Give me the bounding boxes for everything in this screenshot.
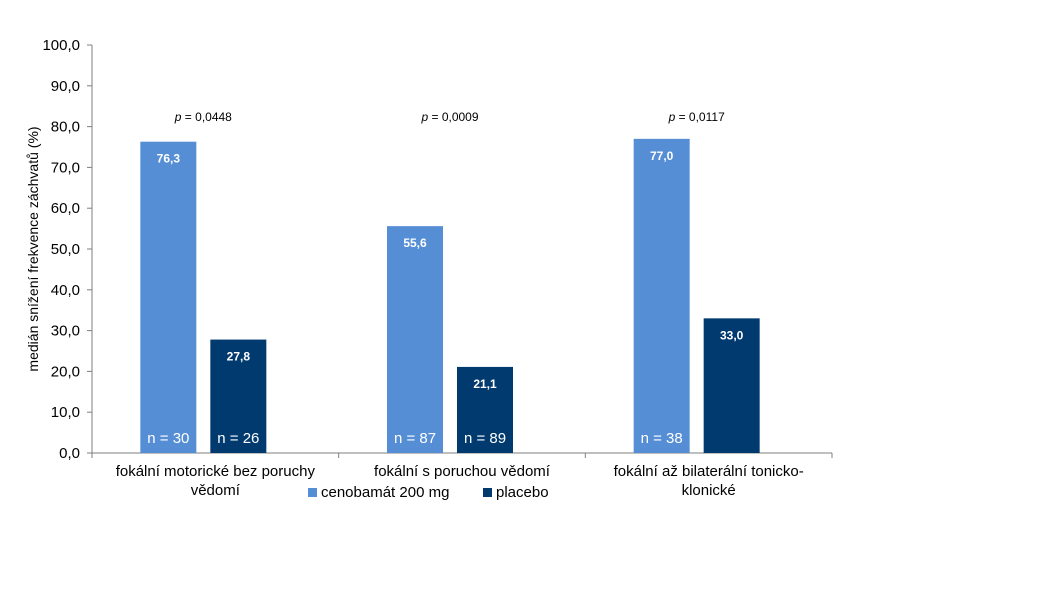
data-label: 77,0	[650, 149, 674, 163]
bars	[140, 138, 760, 454]
data-label: 21,1	[473, 377, 497, 391]
n-label: n = 30	[147, 430, 189, 447]
n-label: n = 89	[464, 430, 506, 447]
y-axis-title: medián snížení frekvence záchvatů (%)	[25, 126, 41, 371]
n-label: n = 26	[217, 430, 259, 447]
x-category-label: vědomí	[191, 482, 241, 499]
data-label: 33,0	[720, 328, 744, 342]
legend-swatch	[308, 488, 317, 497]
bar-placebo	[210, 339, 267, 453]
y-tick-label: 100,0	[42, 37, 80, 54]
y-tick-label: 50,0	[51, 241, 80, 258]
y-tick-label: 70,0	[51, 159, 80, 176]
x-category-label: fokální motorické bez poruchy	[116, 463, 316, 480]
x-category-label: fokální až bilaterální tonicko-	[614, 463, 804, 480]
y-tick-label: 20,0	[51, 363, 80, 380]
bar-cenobamat	[633, 138, 690, 453]
data-label: 76,3	[157, 152, 181, 166]
legend: cenobamát 200 mg placebo	[308, 484, 549, 501]
n-label: n = 38	[641, 430, 683, 447]
x-category-label: klonické	[682, 482, 736, 499]
legend-label: cenobamát 200 mg	[321, 484, 449, 501]
legend-swatch	[483, 488, 492, 497]
x-category-label: fokální s poruchou vědomí	[374, 463, 551, 480]
legend-label: placebo	[496, 484, 549, 501]
bar-cenobamat	[387, 226, 443, 453]
p-value-label: p = 0,0448	[174, 110, 232, 124]
labels: 76,3 n = 30 27,8 n = 26 p = 0,0448 55,6 n = 87…	[147, 110, 743, 447]
data-label: 55,6	[403, 236, 427, 250]
bar-cenobamat	[140, 141, 197, 454]
y-tick-label: 30,0	[51, 323, 80, 340]
n-label: n = 87	[394, 430, 436, 447]
bar-placebo	[457, 366, 513, 453]
y-tick-label: 60,0	[51, 200, 80, 217]
y-tick-label: 90,0	[51, 78, 80, 95]
data-label: 27,8	[227, 350, 251, 364]
y-tick-label: 0,0	[59, 445, 80, 462]
p-value-label: p = 0,0117	[668, 110, 726, 124]
p-value-label: p = 0,0009	[420, 110, 478, 124]
y-tick-label: 40,0	[51, 282, 80, 299]
axes: 0,0 10,0 20,0 30,0 40,0 50,0 60,0 70,0 80,0 90,0 1…	[25, 37, 833, 499]
y-tick-label: 80,0	[51, 119, 80, 136]
y-tick-label: 10,0	[51, 404, 80, 421]
bar-placebo	[703, 318, 760, 453]
